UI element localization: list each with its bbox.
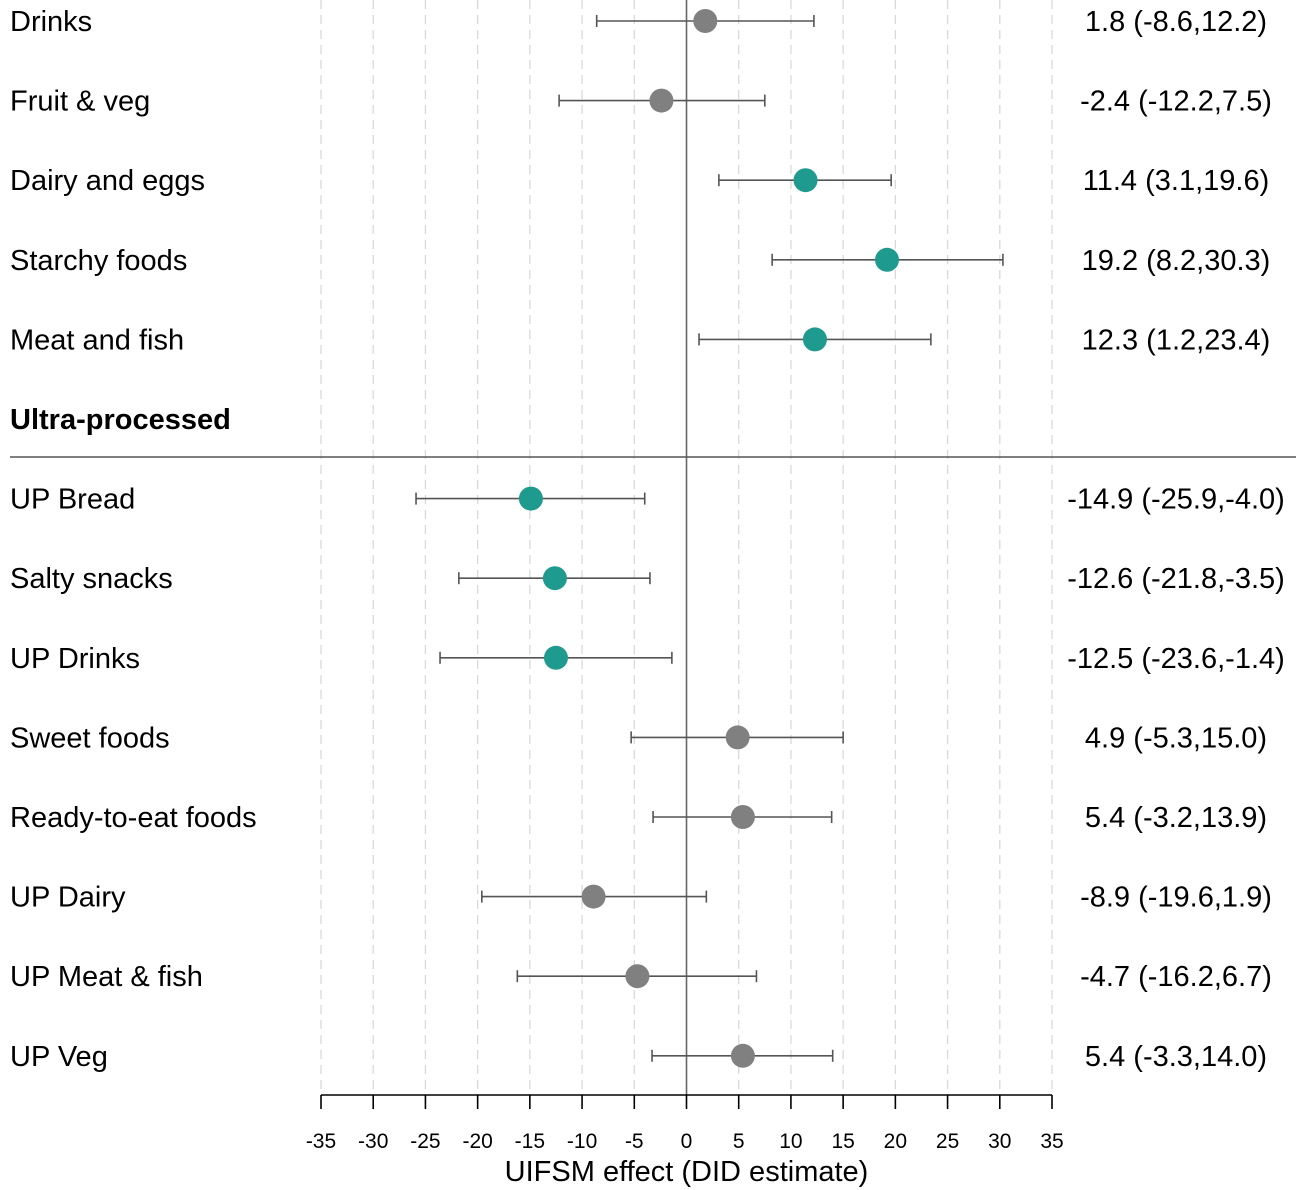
- estimate-label: 4.9 (-5.3,15.0): [1085, 722, 1267, 754]
- row-label: Drinks: [10, 6, 92, 38]
- estimate-point: [730, 805, 755, 829]
- estimate-point: [730, 1043, 755, 1068]
- estimate-point: [581, 884, 606, 909]
- estimate-point: [543, 645, 568, 670]
- estimate-point: [793, 168, 818, 193]
- estimate-label: -14.9 (-25.9,-4.0): [1067, 484, 1285, 516]
- estimate-label: 5.4 (-3.2,13.9): [1085, 802, 1267, 834]
- row-label: Starchy foods: [10, 245, 187, 277]
- row-dairy-and-eggs: Dairy and eggs 11.4 (3.1,19.6): [10, 165, 1269, 197]
- row-label: Meat and fish: [10, 324, 184, 356]
- estimate-point: [875, 247, 900, 272]
- row-label: UP Drinks: [10, 643, 140, 675]
- x-tick-label: -20: [462, 1130, 492, 1153]
- x-tick-label: 0: [681, 1130, 693, 1153]
- row-drinks: Drinks 1.8 (-8.6,12.2): [10, 6, 1267, 38]
- estimate-point: [649, 88, 674, 113]
- x-tick-label: -10: [567, 1130, 597, 1153]
- row-ready-to-eat-foods: Ready-to-eat foods 5.4 (-3.2,13.9): [10, 802, 1267, 834]
- row-label: Fruit & veg: [10, 86, 150, 118]
- x-tick-label: 15: [831, 1130, 854, 1153]
- x-axis-title: UIFSM effect (DID estimate): [505, 1156, 869, 1188]
- row-fruit-veg: Fruit & veg -2.4 (-12.2,7.5): [10, 86, 1272, 118]
- x-tick-label: 5: [733, 1130, 745, 1153]
- estimate-label: 5.4 (-3.3,14.0): [1085, 1041, 1267, 1073]
- row-up-bread: UP Bread -14.9 (-25.9,-4.0): [10, 484, 1285, 516]
- row-label: UP Dairy: [10, 882, 126, 914]
- row-label: UP Bread: [10, 484, 135, 516]
- estimate-point: [802, 327, 827, 352]
- row-label: Sweet foods: [10, 722, 170, 754]
- gridlines: [320, 0, 1053, 1095]
- estimate-point: [725, 725, 750, 750]
- estimate-point: [542, 566, 567, 591]
- row-up-meat-fish: UP Meat & fish -4.7 (-16.2,6.7): [10, 961, 1272, 993]
- row-sweet-foods: Sweet foods 4.9 (-5.3,15.0): [10, 722, 1267, 754]
- row-label: UP Veg: [10, 1041, 108, 1073]
- row-starchy-foods: Starchy foods 19.2 (8.2,30.3): [10, 245, 1270, 277]
- x-tick-label: 10: [779, 1130, 802, 1153]
- estimate-label: -12.6 (-21.8,-3.5): [1067, 563, 1285, 595]
- row-up-drinks: UP Drinks -12.5 (-23.6,-1.4): [10, 643, 1285, 675]
- estimate-point: [625, 964, 650, 989]
- row-label: Dairy and eggs: [10, 165, 205, 197]
- estimate-point: [693, 9, 718, 33]
- estimate-label: 11.4 (3.1,19.6): [1083, 165, 1269, 197]
- estimate-label: -2.4 (-12.2,7.5): [1080, 86, 1272, 118]
- section-header: Ultra-processed: [10, 404, 231, 436]
- estimate-label: 19.2 (8.2,30.3): [1082, 245, 1271, 277]
- estimate-label: 1.8 (-8.6,12.2): [1085, 6, 1267, 38]
- x-tick-label: -5: [625, 1130, 644, 1153]
- x-tick-label: -15: [515, 1130, 545, 1153]
- estimate-label: 12.3 (1.2,23.4): [1082, 324, 1271, 356]
- estimate-label: -8.9 (-19.6,1.9): [1080, 882, 1272, 914]
- x-tick-label: 25: [936, 1130, 959, 1153]
- x-tick-label: -35: [306, 1130, 336, 1153]
- estimate-label: -12.5 (-23.6,-1.4): [1067, 643, 1285, 675]
- x-tick-label: -30: [358, 1130, 388, 1153]
- row-ultra-processed: Ultra-processed: [10, 404, 231, 436]
- x-tick-label: 30: [988, 1130, 1011, 1153]
- plot-rows: Drinks 1.8 (-8.6,12.2) Fruit & veg -2.4 (-1…: [10, 6, 1285, 1073]
- row-label: UP Meat & fish: [10, 961, 203, 993]
- row-meat-and-fish: Meat and fish 12.3 (1.2,23.4): [10, 324, 1270, 356]
- x-tick-label: 20: [884, 1130, 907, 1153]
- x-tick-label: -25: [410, 1130, 440, 1153]
- x-tick-label: 35: [1040, 1130, 1063, 1153]
- estimate-point: [518, 486, 543, 511]
- row-label: Ready-to-eat foods: [10, 802, 257, 834]
- x-axis: -35 -30 -25 -20 -15 -10 -5 0 5 10 15 20 25 30 35: [306, 1094, 1064, 1153]
- row-up-dairy: UP Dairy -8.9 (-19.6,1.9): [10, 882, 1272, 914]
- row-label: Salty snacks: [10, 563, 173, 595]
- estimate-label: -4.7 (-16.2,6.7): [1080, 961, 1272, 993]
- row-salty-snacks: Salty snacks -12.6 (-21.8,-3.5): [10, 563, 1285, 595]
- row-up-veg: UP Veg 5.4 (-3.3,14.0): [10, 1041, 1267, 1073]
